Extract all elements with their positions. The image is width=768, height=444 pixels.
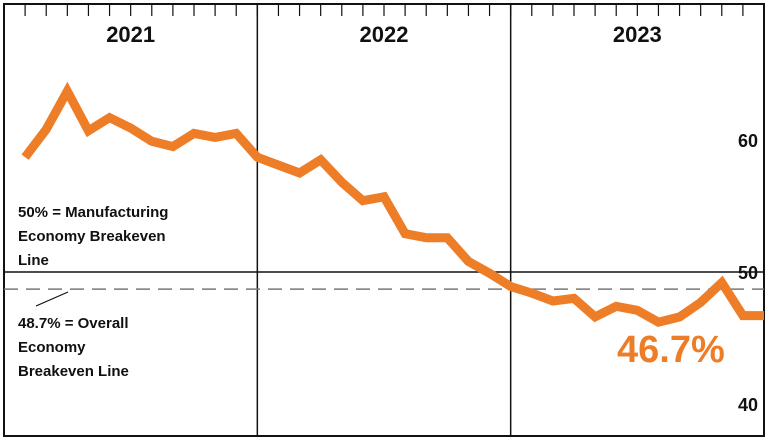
reference-note-line: Line: [18, 252, 49, 269]
reference-note-line: 50% = Manufacturing: [18, 204, 168, 221]
reference-note-line: 48.7% = Overall: [18, 315, 129, 332]
chart-frame: [3, 3, 765, 437]
year-label: 2023: [613, 22, 662, 47]
series-layer: [21, 81, 764, 328]
series-line: [21, 81, 764, 328]
y-tick-label: 50: [738, 263, 758, 283]
y-tick-label: 60: [738, 131, 758, 151]
year-label: 2022: [360, 22, 409, 47]
y-tick-label: 40: [738, 395, 758, 415]
reference-note-line: Breakeven Line: [18, 363, 129, 380]
note-pointer: [35, 291, 69, 307]
year-label: 2021: [106, 22, 155, 47]
reference-lines: [4, 271, 764, 290]
reference-note-line: Economy: [18, 339, 86, 356]
reference-notes: 50% = Manufacturing Economy Breakeven Line…: [18, 204, 168, 380]
year-labels: 2021 2022 2023: [106, 22, 662, 47]
reference-note-line: Economy Breakeven: [18, 228, 166, 245]
last-value-label: 46.7%: [617, 329, 725, 371]
y-tick-labels: 40 50 60: [738, 131, 758, 415]
